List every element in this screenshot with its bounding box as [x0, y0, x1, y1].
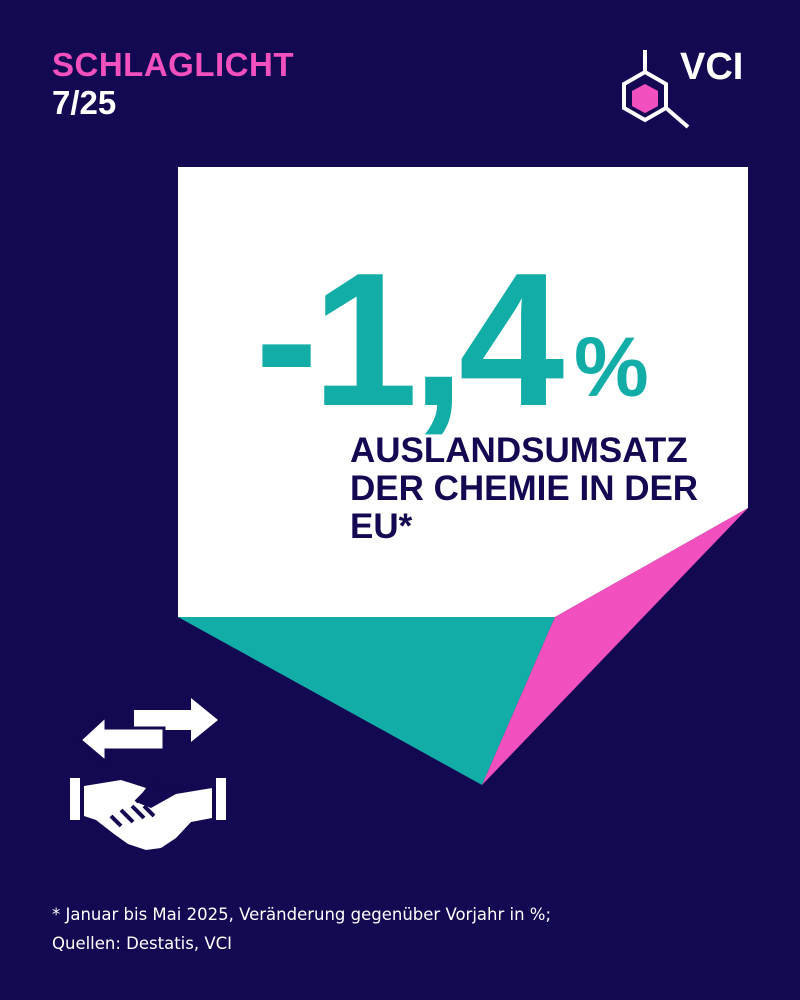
footnote: * Januar bis Mai 2025, Veränderung gegen…	[52, 900, 551, 958]
kicker-title: SCHLAGLICHT	[52, 46, 294, 83]
kpi-label: AUSLANDSUMSATZ DER CHEMIE IN DER EU*	[350, 431, 699, 546]
handshake-exchange-arrows-icon	[70, 698, 226, 850]
issue-number: 7/25	[52, 84, 117, 121]
benzene-ring-logo-icon	[622, 50, 690, 129]
kpi-value: -1,4	[255, 234, 564, 446]
white-card	[178, 167, 748, 617]
footnote-line-1: * Januar bis Mai 2025, Veränderung gegen…	[52, 905, 552, 924]
logo-text: VCI	[680, 46, 744, 88]
kpi-unit: %	[574, 320, 649, 414]
pink-fold	[482, 508, 748, 785]
teal-fold	[178, 617, 555, 785]
footnote-sources: Quellen: Destatis, VCI	[52, 934, 233, 953]
